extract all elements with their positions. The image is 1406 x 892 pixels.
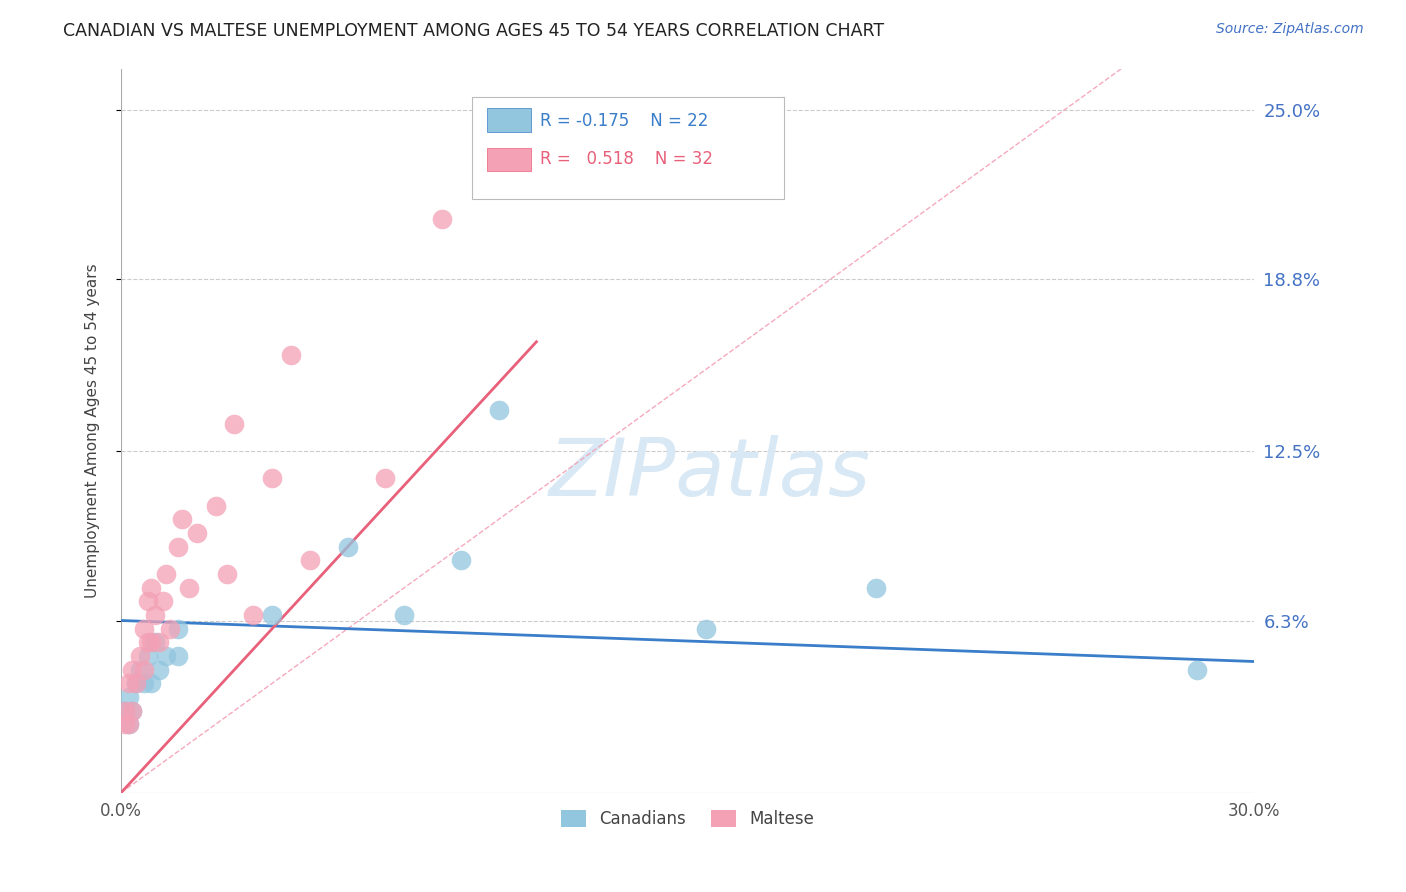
Y-axis label: Unemployment Among Ages 45 to 54 years: Unemployment Among Ages 45 to 54 years <box>86 263 100 598</box>
FancyBboxPatch shape <box>486 108 531 131</box>
Point <box>148 663 170 677</box>
Point <box>152 594 174 608</box>
Point <box>125 676 148 690</box>
Point <box>118 690 141 704</box>
Point <box>488 403 510 417</box>
Point <box>262 471 284 485</box>
Point <box>114 717 136 731</box>
Point <box>430 211 453 226</box>
Point <box>204 499 226 513</box>
Point <box>125 676 148 690</box>
Point <box>136 594 159 608</box>
Point <box>136 648 159 663</box>
Point <box>166 648 188 663</box>
Point <box>129 663 152 677</box>
Point <box>450 553 472 567</box>
Point <box>159 622 181 636</box>
Point <box>118 717 141 731</box>
Point <box>143 608 166 623</box>
Point <box>132 663 155 677</box>
Point <box>394 608 416 623</box>
Point <box>177 581 200 595</box>
Point <box>1185 663 1208 677</box>
Point <box>129 648 152 663</box>
Point <box>148 635 170 649</box>
FancyBboxPatch shape <box>472 97 783 199</box>
Text: R =   0.518    N = 32: R = 0.518 N = 32 <box>540 150 713 168</box>
Text: CANADIAN VS MALTESE UNEMPLOYMENT AMONG AGES 45 TO 54 YEARS CORRELATION CHART: CANADIAN VS MALTESE UNEMPLOYMENT AMONG A… <box>63 22 884 40</box>
Point <box>121 704 143 718</box>
Point <box>215 567 238 582</box>
Point <box>121 663 143 677</box>
Point <box>374 471 396 485</box>
Text: R = -0.175    N = 22: R = -0.175 N = 22 <box>540 112 709 129</box>
Point <box>141 581 163 595</box>
Point <box>242 608 264 623</box>
Point <box>121 704 143 718</box>
Point <box>155 567 177 582</box>
Point <box>132 676 155 690</box>
Point <box>143 635 166 649</box>
Point <box>170 512 193 526</box>
Point <box>336 540 359 554</box>
Point <box>155 648 177 663</box>
Point <box>132 622 155 636</box>
FancyBboxPatch shape <box>486 148 531 171</box>
Point <box>280 348 302 362</box>
Point <box>262 608 284 623</box>
Point <box>166 622 188 636</box>
Text: ZIPatlas: ZIPatlas <box>548 435 872 513</box>
Point <box>141 635 163 649</box>
Point <box>118 717 141 731</box>
Point <box>118 676 141 690</box>
Legend: Canadians, Maltese: Canadians, Maltese <box>554 804 821 835</box>
Point <box>166 540 188 554</box>
Point <box>114 704 136 718</box>
Point <box>298 553 321 567</box>
Point <box>865 581 887 595</box>
Point <box>186 526 208 541</box>
Point <box>136 635 159 649</box>
Point <box>141 676 163 690</box>
Point <box>224 417 246 431</box>
Point <box>695 622 717 636</box>
Text: Source: ZipAtlas.com: Source: ZipAtlas.com <box>1216 22 1364 37</box>
Point <box>114 704 136 718</box>
